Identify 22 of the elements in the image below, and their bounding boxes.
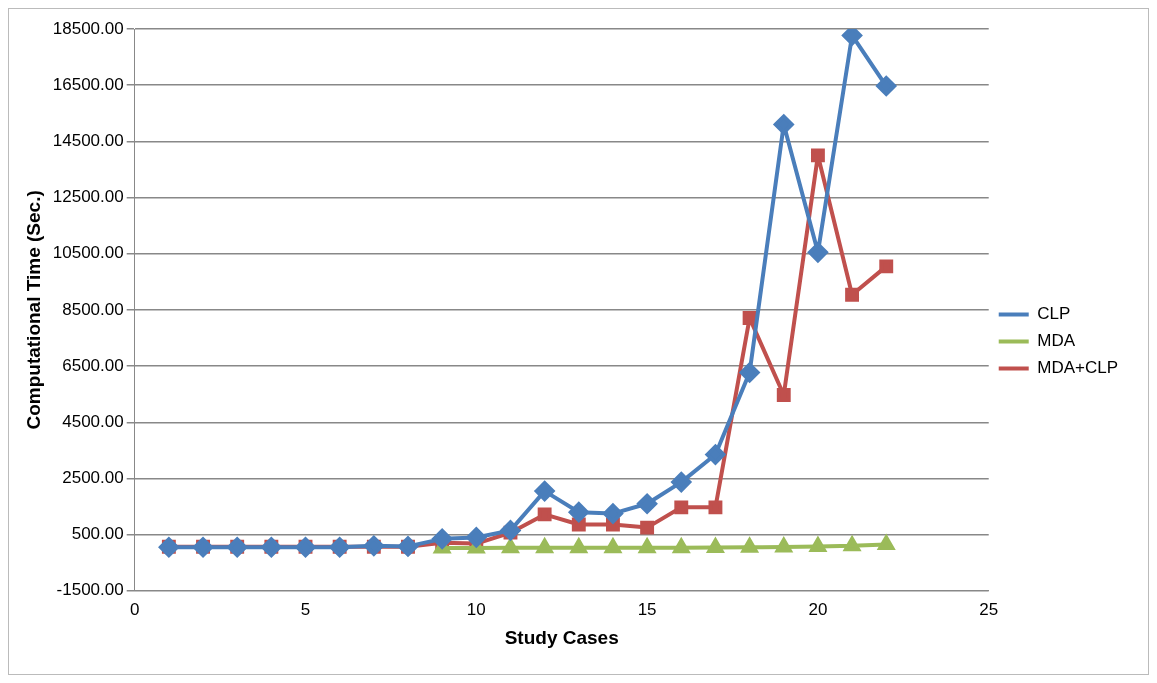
x-axis-title: Study Cases <box>504 626 619 648</box>
y-tick-label: 500.00 <box>71 524 124 544</box>
y-tick-label: 18500.00 <box>52 18 124 38</box>
y-tick-label: 6500.00 <box>62 355 124 375</box>
legend-label: MDA <box>1037 331 1076 351</box>
y-tick-label: 14500.00 <box>52 131 124 151</box>
x-tick-label: 10 <box>466 599 486 619</box>
y-tick-label: 8500.00 <box>62 299 124 319</box>
y-axis-title: Computational Time (Sec.) <box>22 190 44 430</box>
y-tick-label: -1500.00 <box>56 580 124 600</box>
y-tick-label: 16500.00 <box>52 74 124 94</box>
y-tick-label: 2500.00 <box>62 468 124 488</box>
y-tick-label: 10500.00 <box>52 243 124 263</box>
y-tick-label: 4500.00 <box>62 411 124 431</box>
legend-label: CLP <box>1037 304 1071 324</box>
x-tick-label: 20 <box>808 599 828 619</box>
x-tick-label: 0 <box>129 599 140 619</box>
y-tick-label: 12500.00 <box>52 187 124 207</box>
legend-label: MDA+CLP <box>1037 358 1119 378</box>
x-tick-label: 15 <box>637 599 657 619</box>
x-tick-label: 5 <box>300 599 311 619</box>
x-tick-label: 25 <box>979 599 999 619</box>
